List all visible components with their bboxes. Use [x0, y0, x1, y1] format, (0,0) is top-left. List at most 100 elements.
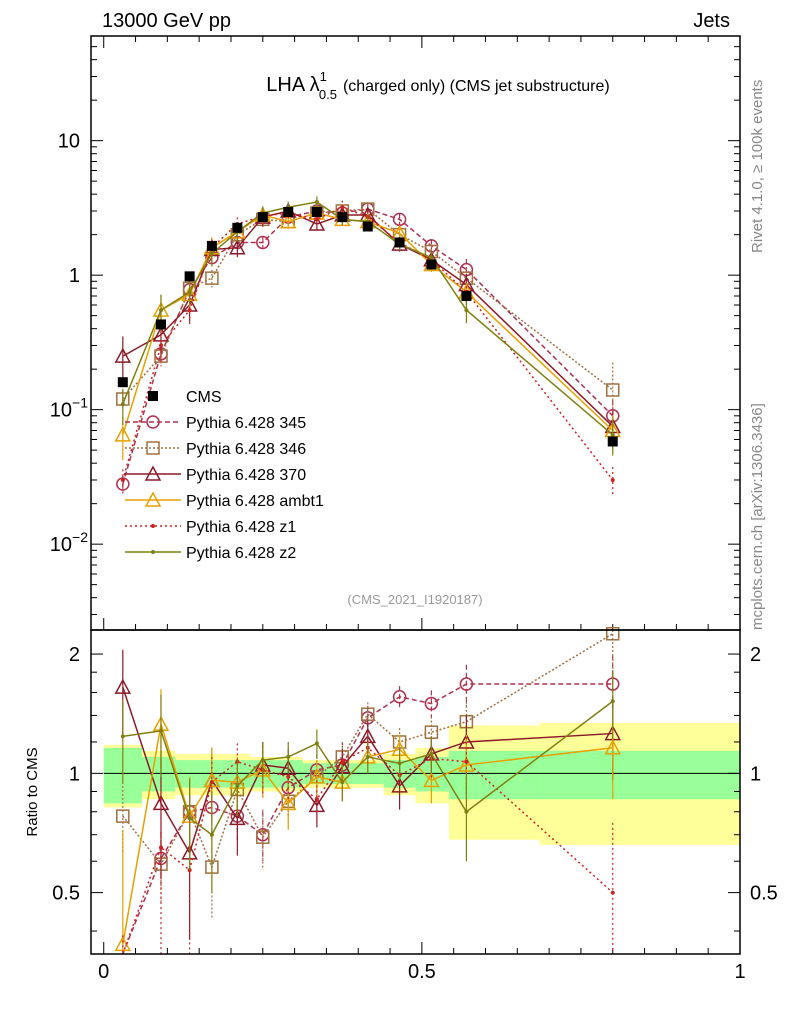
y-tick-base: 10 [50, 534, 72, 556]
y-tick-label-main: 10−1 [50, 395, 88, 422]
data-point [362, 221, 373, 232]
data-point [607, 436, 618, 447]
title-sup: 1 [320, 69, 327, 84]
ratio-point [340, 759, 345, 764]
header-left: 13000 GeV pp [102, 10, 231, 32]
series-point [114, 347, 132, 363]
ratio-y-tick-label-left: 2 [69, 644, 80, 666]
series-point [158, 308, 163, 313]
ratio-y-tick-label-right: 1 [750, 763, 761, 785]
data-point [337, 212, 348, 223]
ratio-y-tick-label-right: 2 [750, 644, 761, 666]
series-point [120, 477, 125, 482]
ratio-point [152, 794, 170, 811]
ratio-point [610, 699, 615, 704]
ratio-point [397, 761, 402, 766]
series-line [122, 201, 614, 436]
series-point [209, 251, 214, 256]
ratio-point [464, 759, 469, 764]
data-point [394, 237, 405, 248]
ratio-series-line [122, 724, 613, 945]
ratio-y-tick-label-left: 0.5 [52, 883, 80, 905]
data-point [155, 319, 166, 330]
y-tick-label-main: 10−2 [50, 529, 88, 556]
ratio-point [459, 677, 474, 691]
series-point [158, 343, 163, 348]
ratio-frame [90, 629, 741, 955]
data-point [311, 206, 322, 217]
header-right: Jets [693, 10, 730, 32]
legend-marker [144, 465, 162, 481]
ratio-point [279, 759, 297, 775]
ratio-point [604, 739, 622, 755]
ratio-point [286, 774, 291, 779]
legend: CMS Pythia 6.428 345 Pythia 6.428 346 Pythi… [125, 389, 324, 562]
ratio-y-tick-label-right: 0.5 [750, 883, 778, 905]
legend-marker [146, 415, 160, 429]
x-tick-label: 1 [734, 961, 745, 983]
x-tick-label: 0 [98, 961, 109, 983]
ratio-point [256, 830, 270, 844]
ratio-point [209, 832, 214, 837]
ratio-point [114, 678, 132, 694]
legend-label: Pythia 6.428 345 [186, 415, 306, 432]
legend-marker [146, 441, 160, 455]
plot-title: LHA λ1 0.5 (charged only) (CMS jet substru… [266, 69, 609, 102]
series-point [308, 215, 326, 231]
legend-label: Pythia 6.428 346 [186, 441, 306, 458]
title-sub: 0.5 [319, 87, 337, 102]
ratio-point [610, 890, 615, 895]
series-point [279, 213, 297, 229]
ratio-point [158, 845, 163, 850]
ratio-point [605, 627, 620, 641]
series-point [314, 217, 319, 222]
title-rest: (charged only) (CMS jet substructure) [343, 78, 610, 95]
ratio-point [423, 771, 440, 788]
ratio-point [203, 771, 221, 788]
series-point [464, 308, 469, 313]
ratio-point [424, 696, 439, 711]
series-point [187, 308, 192, 313]
y-tick-label-main: 10 [58, 131, 80, 153]
series-line [122, 206, 614, 481]
band-green-bin [539, 750, 740, 800]
data-point [232, 222, 243, 233]
data-point [283, 206, 294, 217]
data-point [257, 212, 268, 223]
data-point [461, 290, 472, 301]
ratio-point [229, 809, 246, 826]
y-tick-exponent: −1 [72, 395, 88, 411]
series-point [114, 426, 132, 442]
series-point [187, 289, 192, 294]
series-point [229, 239, 246, 255]
x-tick-label: 0.5 [408, 961, 436, 983]
data-point [117, 377, 128, 388]
ratio-point [120, 734, 125, 739]
y-tick-base: 10 [50, 400, 72, 422]
ratio-ylabel: Ratio to CMS [24, 747, 41, 836]
series-point [205, 271, 219, 285]
ratio-point [458, 756, 475, 772]
series-point [605, 383, 620, 397]
ratio-point [260, 758, 265, 763]
data-point [184, 271, 195, 282]
ratio-point [464, 809, 469, 814]
ratio-series-line [122, 700, 614, 836]
series-point [429, 255, 434, 260]
series-point [120, 402, 125, 407]
series-point [610, 477, 615, 482]
ratio-y-tick-label-left: 1 [69, 763, 80, 785]
ratio-point [392, 690, 407, 704]
data-point [426, 259, 437, 270]
y-tick-label-main: 1 [69, 265, 80, 287]
ratio-point [308, 768, 326, 784]
ratio-series [114, 627, 622, 955]
ratio-point [365, 754, 370, 759]
title-main: LHA λ [266, 74, 319, 96]
series-point [314, 199, 319, 204]
ratio-point [340, 780, 345, 785]
ratio-point [116, 809, 130, 823]
ratio-point [279, 794, 297, 811]
